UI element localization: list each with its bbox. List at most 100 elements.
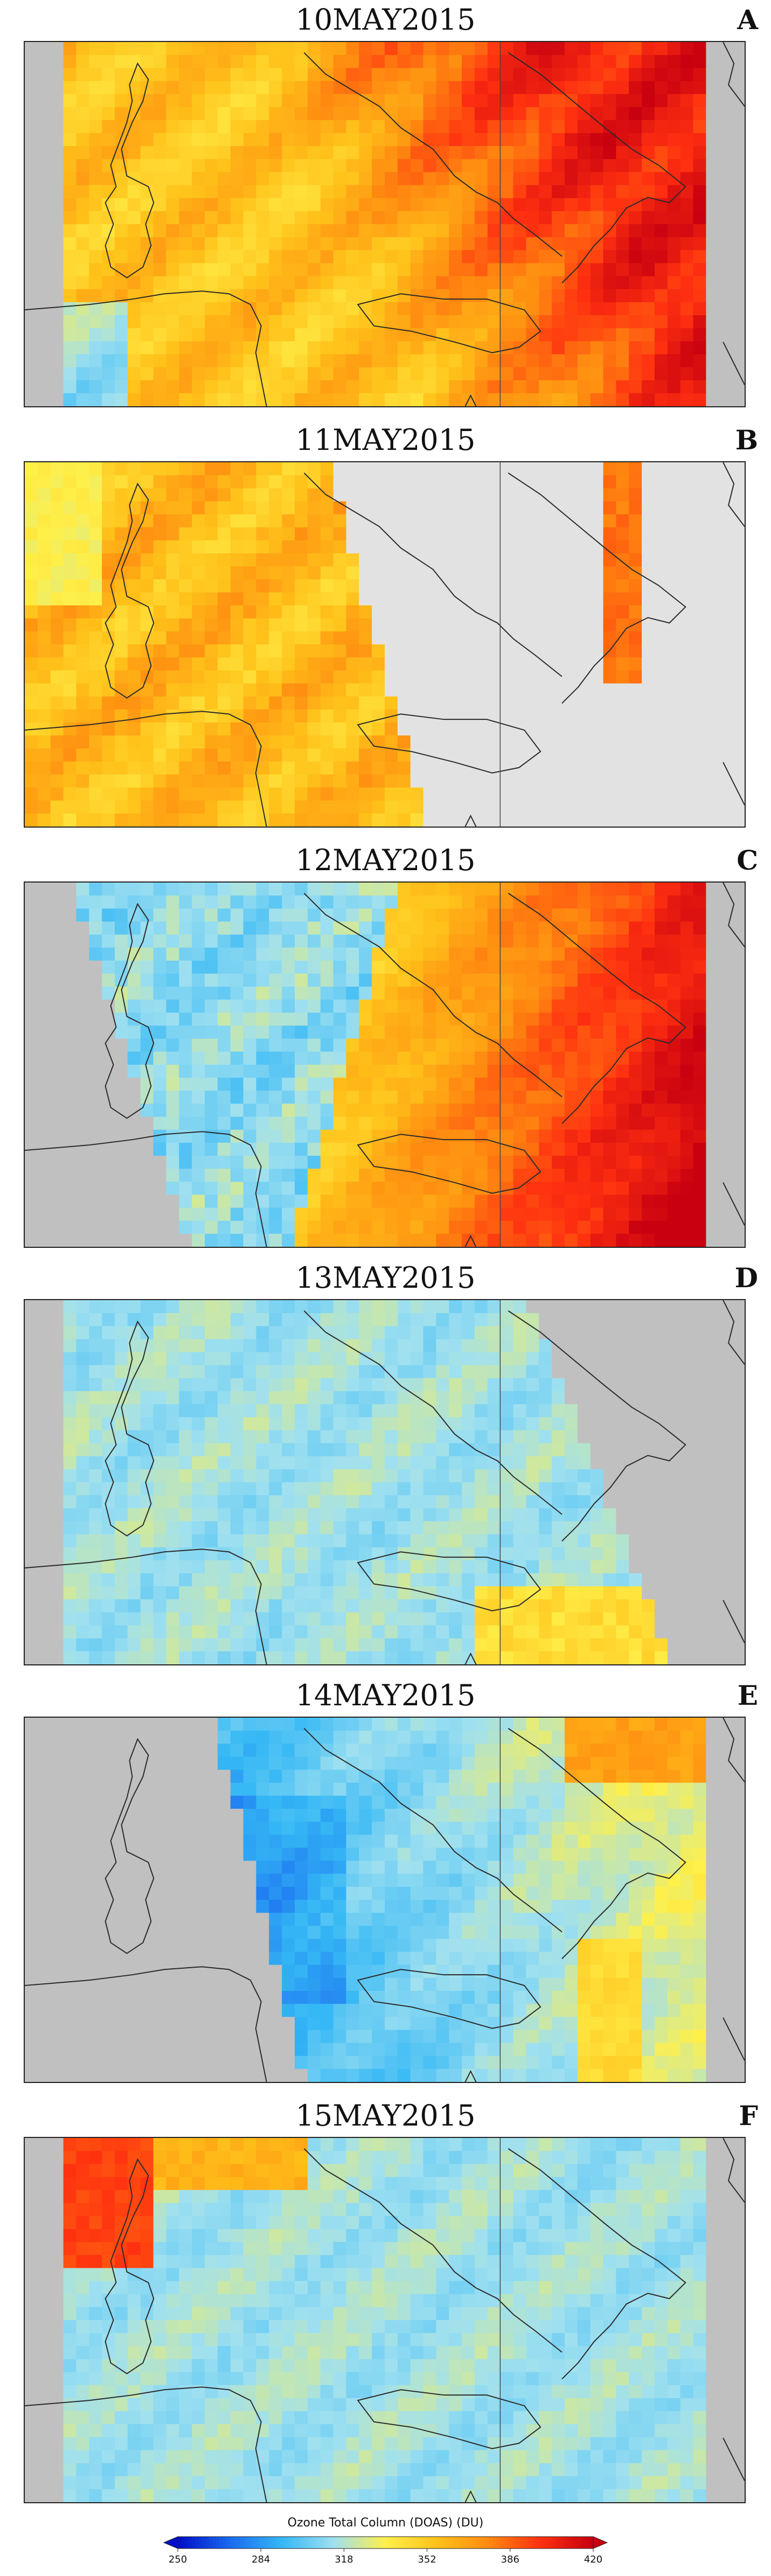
nodata-cell [706,146,719,159]
ozone-cell [217,42,231,55]
ozone-field [25,42,745,406]
ozone-cell [513,1025,527,1039]
ozone-cell [500,960,514,974]
ozone-cell [282,527,295,541]
ozone-cell [436,1103,449,1117]
ozone-cell [539,1116,552,1130]
nodata-cell [397,709,411,723]
ozone-cell [153,159,167,173]
ozone-cell [307,553,321,567]
ozone-cell [475,289,488,303]
ozone-cell [76,263,89,277]
ozone-cell [655,1129,668,1143]
nodata-cell [719,55,732,68]
ozone-cell [192,1025,205,1039]
ozone-cell [603,883,617,896]
ozone-cell [140,462,154,476]
nodata-cell [577,566,591,580]
ozone-cell [642,1195,655,1209]
ozone-cell [320,947,334,961]
ozone-cell [680,211,694,225]
ozone-cell [577,276,591,290]
ozone-cell [603,302,617,316]
nodata-cell [732,1195,745,1209]
ozone-cell [37,761,51,775]
ozone-cell [140,895,154,909]
ozone-cell [385,813,398,827]
ozone-cell [359,787,372,801]
ozone-cell [410,315,424,329]
nodata-cell [25,1103,38,1117]
nodata-cell [655,592,668,606]
ozone-cell [166,683,179,697]
nodata-cell [526,709,539,723]
ozone-cell [565,380,578,394]
ozone-cell [397,198,411,212]
nodata-cell [732,42,745,55]
ozone-cell [76,748,89,762]
ozone-cell [346,1051,359,1065]
ozone-cell [462,94,475,108]
nodata-cell [63,947,77,961]
ozone-cell [680,198,694,212]
ozone-cell [63,709,77,723]
ozone-cell [359,1038,372,1052]
ozone-cell [346,934,359,948]
ozone-cell [410,1078,424,1091]
ozone-cell [616,644,629,658]
ozone-cell [89,787,102,801]
nodata-cell [706,618,719,632]
ozone-cell [487,1103,501,1117]
ozone-cell [487,1012,501,1026]
ozone-cell [385,237,398,251]
ozone-cell [179,735,192,749]
ozone-cell [217,631,231,645]
nodata-cell [565,488,578,502]
nodata-cell [526,774,539,788]
ozone-cell [667,81,681,95]
ozone-cell [127,380,141,394]
ozone-cell [295,289,308,303]
ozone-cell [590,159,604,173]
ozone-cell [436,198,449,212]
ozone-cell [655,1195,668,1209]
nodata-cell [667,787,681,801]
ozone-cell [63,813,77,827]
ozone-cell [552,107,565,121]
ozone-cell [500,908,514,922]
ozone-cell [539,1051,552,1065]
nodata-cell [680,462,694,476]
ozone-cell [372,921,385,935]
ozone-cell [102,960,115,974]
ozone-cell [449,94,462,108]
ozone-cell [140,94,154,108]
ozone-cell [269,947,282,961]
ozone-cell [115,224,128,238]
ozone-cell [436,42,449,55]
ozone-cell [577,172,591,186]
ozone-cell [179,1051,192,1065]
ozone-cell [642,1078,655,1091]
nodata-cell [487,566,501,580]
ozone-cell [500,1078,514,1091]
ozone-cell [333,367,347,381]
nodata-cell [410,475,424,489]
ozone-cell [217,735,231,749]
ozone-cell [205,315,218,329]
ozone-cell [76,172,89,186]
ozone-cell [63,657,77,671]
ozone-cell [115,605,128,619]
ozone-cell [616,146,629,159]
ozone-cell [295,1326,308,1340]
ozone-cell [449,1012,462,1026]
ozone-cell [179,1195,192,1209]
ozone-cell [603,172,617,186]
ozone-cell [179,55,192,68]
ozone-cell [307,1207,321,1221]
ozone-cell [513,1233,527,1247]
ozone-cell [513,1012,527,1026]
ozone-cell [693,1182,707,1196]
nodata-cell [76,934,89,948]
ozone-cell [192,1300,205,1314]
nodata-cell [655,748,668,762]
